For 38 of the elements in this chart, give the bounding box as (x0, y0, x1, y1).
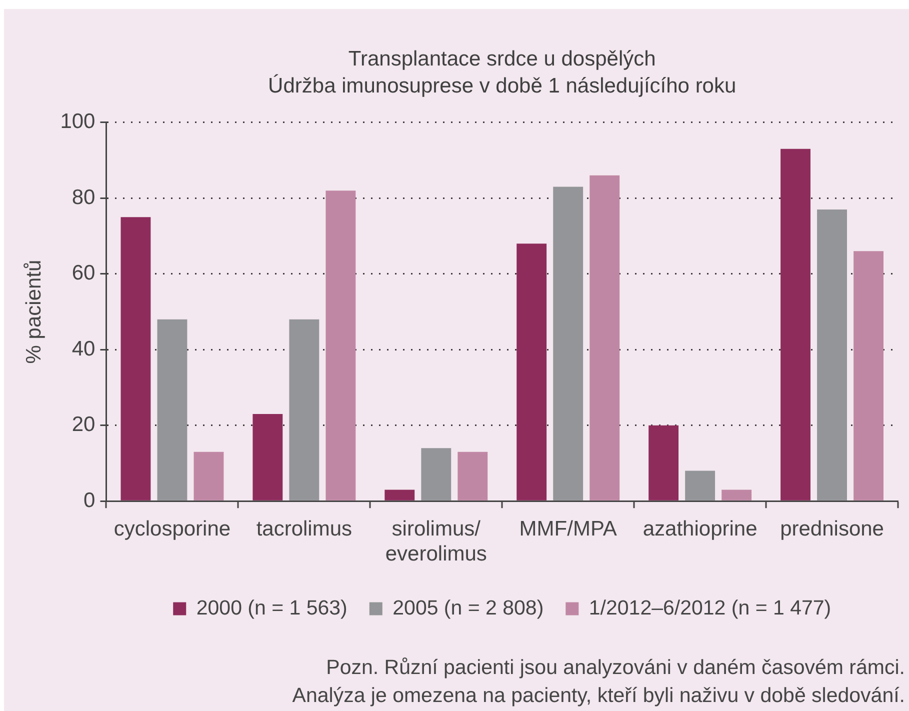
bar (648, 425, 679, 500)
x-tick-label: azathioprine (642, 517, 758, 540)
bar (685, 470, 716, 500)
bar (780, 148, 810, 500)
bar (722, 490, 752, 500)
chart-subtitle: Údržba imunosuprese v době 1 následujícího roku (268, 74, 736, 98)
legend-label: 1/2012–6/2012 (n = 1 477) (588, 596, 832, 620)
bar (817, 210, 847, 500)
chart-title: Transplantace srdce u dospělých (348, 47, 656, 70)
text: Analýza je omezena na pacienty, kteří byli naživu v době sledování. (292, 683, 905, 709)
bar (194, 452, 224, 500)
y-axis-title: % pacientů (22, 260, 46, 364)
bar (590, 175, 620, 500)
bar (384, 490, 415, 500)
y-tick-label: 20 (72, 413, 96, 436)
bar (553, 186, 584, 500)
bar (326, 190, 356, 500)
bar (516, 244, 547, 500)
bar (854, 251, 884, 500)
x-tick-label: prednisone (780, 517, 884, 540)
bar (120, 217, 151, 500)
y-tick-label: 60 (72, 262, 96, 285)
y-tick-label: 0 (84, 488, 96, 512)
bar (252, 414, 283, 500)
y-tick-label: 100 (60, 110, 96, 134)
x-tick-label: sirolimus/everolimus (385, 517, 487, 566)
bar (458, 452, 488, 500)
bar (157, 319, 188, 500)
x-tick-label: MMF/MPA (519, 517, 617, 540)
y-tick-label: 40 (72, 337, 96, 360)
x-tick-label: tacrolimus (256, 517, 352, 540)
text: Pozn. Různí pacienti jsou analyzováni v daném časovém rámci. (325, 655, 905, 681)
legend-label: 2000 (n = 1 563) (196, 596, 348, 620)
legend-label: 2005 (n = 2 808) (392, 596, 544, 620)
bar (421, 448, 452, 500)
y-tick-label: 80 (72, 186, 96, 209)
x-tick-label: cyclosporine (114, 517, 231, 540)
bar (289, 319, 320, 500)
